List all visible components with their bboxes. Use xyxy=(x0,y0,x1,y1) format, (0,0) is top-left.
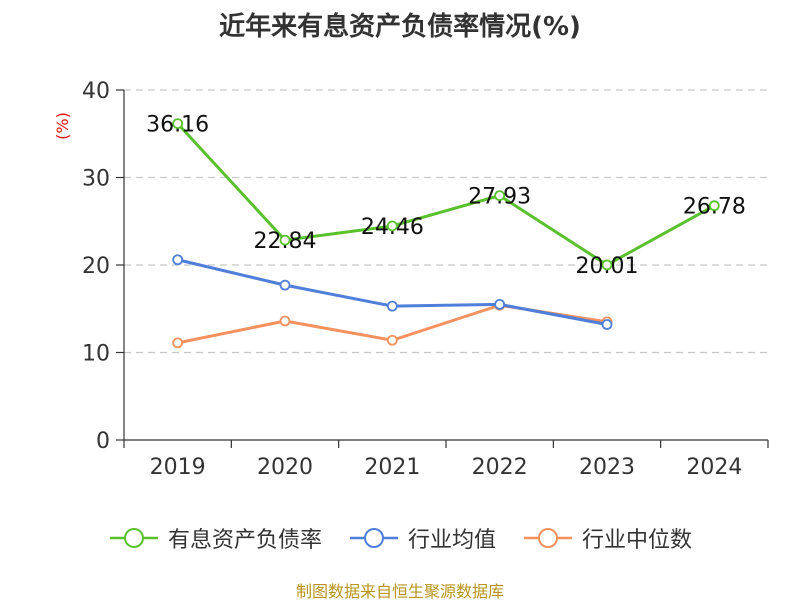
legend-swatch-marker xyxy=(363,528,384,548)
data-point xyxy=(494,190,506,202)
y-tick-label: 0 xyxy=(96,429,110,454)
data-point xyxy=(494,298,506,310)
series-line xyxy=(176,122,716,267)
data-point xyxy=(601,319,613,330)
data-label: 24.46 xyxy=(361,215,424,240)
series-lines xyxy=(172,118,720,349)
legend-item[interactable]: 行业中位数 xyxy=(522,522,692,554)
x-tick-label: 2024 xyxy=(686,455,742,480)
y-axis-label: (%) xyxy=(53,112,72,140)
data-label: 36.16 xyxy=(146,113,209,138)
legend-swatch xyxy=(109,528,158,548)
data-point xyxy=(172,118,184,129)
grid-lines xyxy=(124,89,768,354)
source-note: 制图数据来自恒生聚源数据库 xyxy=(295,582,504,601)
data-point xyxy=(601,259,613,271)
legend-swatch xyxy=(524,528,572,548)
data-label: 20.01 xyxy=(576,254,639,279)
data-label: 27.93 xyxy=(468,185,531,210)
legend-label: 行业中位数 xyxy=(582,528,693,553)
legend-swatch-marker xyxy=(538,528,558,548)
data-point xyxy=(172,337,184,349)
chart-title: 近年来有息资产负债率情况(%) xyxy=(219,12,581,42)
legend-swatch xyxy=(349,528,398,548)
data-label: 26.78 xyxy=(683,195,746,220)
y-tick-label: 40 xyxy=(82,79,110,104)
legend-swatch-marker xyxy=(123,528,144,548)
data-point xyxy=(708,200,720,212)
x-tick-label: 2021 xyxy=(364,455,420,480)
x-tick-label: 2019 xyxy=(150,455,206,480)
legend-item[interactable]: 有息资产负债率 xyxy=(108,522,322,554)
legend-label: 行业均值 xyxy=(407,528,496,553)
y-tick-label: 20 xyxy=(82,254,110,279)
data-point xyxy=(279,315,291,327)
axes: 0 10 20 30 40 2019 2020 2021 2022 2023 2024 (%) xyxy=(53,79,769,480)
legend: 有息资产负债率 行业均值 行业中位数 xyxy=(0,520,800,556)
legend-item[interactable]: 行业均值 xyxy=(348,522,496,554)
series-line xyxy=(177,258,608,326)
x-tick-label: 2023 xyxy=(579,455,635,480)
x-tick-label: 2022 xyxy=(472,455,528,480)
data-label: 22.84 xyxy=(254,229,317,254)
data-point xyxy=(386,220,398,232)
data-point xyxy=(279,279,291,291)
x-tick-label: 2020 xyxy=(257,455,313,480)
y-tick-label: 10 xyxy=(82,342,110,367)
y-tick-label: 30 xyxy=(82,167,110,192)
data-labels: 36.16 22.84 24.46 27.93 20.01 26.78 xyxy=(146,113,746,279)
data-point xyxy=(386,300,398,312)
legend-label: 有息资产负债率 xyxy=(167,528,322,553)
data-point xyxy=(386,334,398,346)
data-point xyxy=(279,234,291,246)
data-point xyxy=(172,254,184,266)
